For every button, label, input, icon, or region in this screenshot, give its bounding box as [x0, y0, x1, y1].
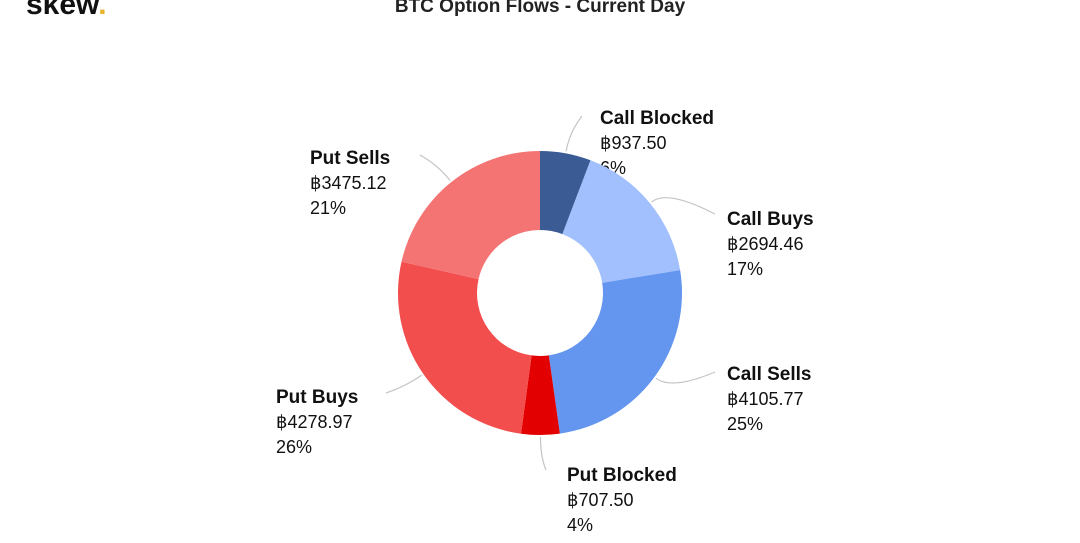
slice-name: Put Blocked: [567, 465, 677, 486]
slice-value: ฿3475.12: [310, 173, 387, 193]
donut-slice: [397, 261, 532, 434]
connector-line: [655, 371, 716, 384]
slice-name: Call Buys: [727, 209, 814, 230]
chart-title: BTC Option Flows - Current Day: [395, 0, 686, 17]
slice-percent: 26%: [276, 437, 312, 457]
slice-value: ฿4278.97: [276, 412, 353, 432]
slice-name: Put Buys: [276, 387, 358, 408]
slice-percent: 25%: [727, 414, 763, 434]
donut-slice: [540, 151, 591, 235]
slice-name: Call Blocked: [600, 108, 714, 129]
slice-value: ฿937.50: [600, 133, 667, 153]
slice-name: Put Sells: [310, 148, 390, 169]
slice-value: ฿2694.46: [727, 234, 804, 254]
donut-slice: [401, 151, 540, 280]
donut-slice: [548, 270, 682, 434]
slice-value: ฿707.50: [567, 490, 634, 510]
connector-line: [651, 197, 716, 215]
brand-logo: skew.: [26, 0, 107, 21]
connector-line: [565, 115, 583, 152]
connector-line: [539, 436, 547, 471]
slice-percent: 17%: [727, 259, 763, 279]
connector-line: [419, 154, 451, 181]
brand-dot: .: [98, 0, 106, 21]
brand-name: skew: [26, 0, 100, 21]
connector-line: [385, 374, 423, 394]
donut-slice: [521, 355, 560, 435]
slice-percent: 4%: [567, 515, 593, 535]
donut-slice: [562, 160, 681, 283]
slice-name: Call Sells: [727, 364, 812, 385]
slice-percent: 21%: [310, 198, 346, 218]
slice-value: ฿4105.77: [727, 389, 804, 409]
